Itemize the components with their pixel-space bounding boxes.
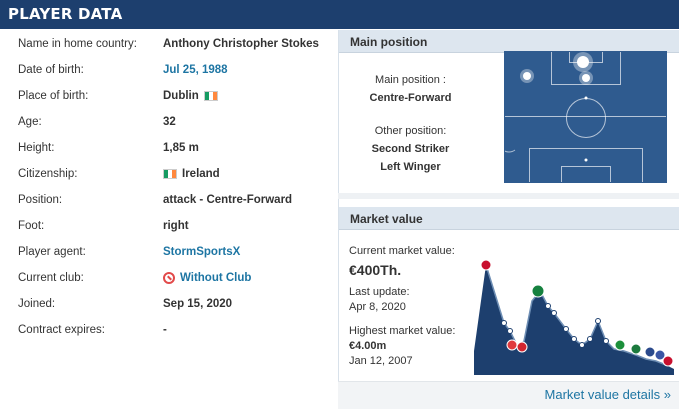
info-row-birthplace: Place of birth: Dublin: [0, 82, 336, 108]
player-agent-link[interactable]: StormSportsX: [163, 246, 241, 258]
section-divider: [338, 193, 679, 199]
value-point[interactable]: [603, 338, 609, 344]
info-value-wrap: Dublin: [163, 90, 218, 102]
info-row-birthdate: Date of birth: Jul 25, 1988: [0, 56, 336, 82]
birthplace-value: Dublin: [163, 90, 199, 102]
last-update-label: Last update:: [349, 286, 410, 298]
ireland-flag-icon: [203, 91, 218, 101]
info-label: Foot:: [18, 220, 45, 232]
no-club-icon[interactable]: [163, 272, 175, 284]
info-label: Name in home country:: [18, 38, 137, 50]
value-point[interactable]: [501, 320, 507, 326]
pitch-bottom-goal-box: [561, 166, 611, 182]
position-pitch: [504, 51, 667, 183]
info-value: Sep 15, 2020: [163, 298, 233, 310]
info-label: Height:: [18, 142, 55, 154]
club-crest-icon[interactable]: [654, 349, 666, 361]
other-position-value-2: Left Winger: [380, 161, 441, 173]
market-value-footer: [338, 381, 679, 409]
main-position-value: Centre-Forward: [369, 92, 452, 104]
value-point[interactable]: [563, 326, 569, 332]
ireland-flag-icon: [163, 169, 177, 179]
info-label: Current club:: [18, 272, 84, 284]
info-row-name: Name in home country: Anthony Christophe…: [0, 30, 336, 56]
info-label: Date of birth:: [18, 64, 84, 76]
club-crest-icon[interactable]: [614, 339, 626, 351]
info-label: Position:: [18, 194, 63, 206]
citizenship-value: Ireland: [182, 168, 220, 180]
current-club-wrap: Without Club: [163, 272, 251, 284]
info-label: Place of birth:: [18, 90, 89, 102]
current-club-link[interactable]: Without Club: [180, 272, 252, 284]
market-value-chart[interactable]: [474, 251, 674, 375]
info-value-wrap: Ireland: [163, 168, 220, 180]
main-position-marker: [577, 56, 589, 68]
info-row-club: Current club: Without Club: [0, 264, 336, 290]
info-value: 32: [163, 116, 176, 128]
info-value: -: [163, 324, 167, 336]
other-position-label: Other position:: [374, 125, 447, 137]
value-point[interactable]: [587, 336, 593, 342]
info-row-citizenship: Citizenship: Ireland: [0, 160, 336, 186]
pitch-markers: [505, 52, 593, 162]
info-row-age: Age: 32: [0, 108, 336, 134]
header-title: PLAYER DATA: [8, 5, 123, 23]
main-position-label: Main position :: [375, 74, 446, 86]
highest-market-value: €4.00m: [349, 340, 387, 352]
info-label: Age:: [18, 116, 42, 128]
value-point[interactable]: [507, 328, 513, 334]
birthdate-link[interactable]: Jul 25, 1988: [163, 64, 228, 76]
club-crest-icon[interactable]: [516, 341, 528, 353]
pitch-top-box: [551, 52, 621, 85]
main-position-header: Main position: [339, 30, 679, 53]
info-row-foot: Foot: right: [0, 212, 336, 238]
left-winger-marker: [523, 72, 531, 80]
pitch-spot: [584, 158, 588, 162]
current-market-value-label: Current market value:: [349, 245, 455, 257]
highest-market-value-date: Jan 12, 2007: [349, 355, 413, 367]
info-value: right: [163, 220, 189, 232]
info-value: attack - Centre-Forward: [163, 194, 293, 206]
market-value-details-link[interactable]: Market value details »: [544, 387, 671, 402]
info-label: Player agent:: [18, 246, 86, 258]
info-row-contract: Contract expires: -: [0, 316, 336, 342]
pitch-corner-arc: [505, 149, 516, 153]
pitch-spot: [584, 96, 588, 100]
current-market-value: €400Th.: [349, 262, 402, 278]
info-value: Anthony Christopher Stokes: [163, 38, 319, 50]
club-crest-icon[interactable]: [480, 259, 492, 271]
second-striker-marker: [582, 74, 590, 82]
info-label: Citizenship:: [18, 168, 78, 180]
market-value-header: Market value: [339, 207, 679, 230]
market-value-title: Market value: [350, 212, 423, 226]
pitch-bottom-box: [529, 148, 643, 182]
club-crest-icon[interactable]: [662, 355, 674, 367]
club-crest-icon[interactable]: [506, 339, 518, 351]
value-point[interactable]: [551, 310, 557, 316]
value-point[interactable]: [595, 318, 601, 324]
club-crest-icon[interactable]: [644, 346, 656, 358]
player-data-header: PLAYER DATA: [0, 0, 679, 29]
info-label: Joined:: [18, 298, 56, 310]
other-position-value-1: Second Striker: [371, 143, 450, 155]
value-point[interactable]: [545, 303, 551, 309]
info-value: 1,85 m: [163, 142, 199, 154]
value-point[interactable]: [579, 342, 585, 348]
info-label: Contract expires:: [18, 324, 105, 336]
info-row-agent: Player agent: StormSportsX: [0, 238, 336, 264]
club-crest-icon[interactable]: [630, 343, 642, 355]
last-update-date: Apr 8, 2020: [349, 301, 406, 313]
info-row-joined: Joined: Sep 15, 2020: [0, 290, 336, 316]
value-point[interactable]: [571, 336, 577, 342]
club-crest-icon[interactable]: [531, 284, 545, 298]
info-row-height: Height: 1,85 m: [0, 134, 336, 160]
highest-market-value-label: Highest market value:: [349, 325, 456, 337]
main-position-title: Main position: [350, 35, 428, 49]
info-row-position: Position: attack - Centre-Forward: [0, 186, 336, 212]
